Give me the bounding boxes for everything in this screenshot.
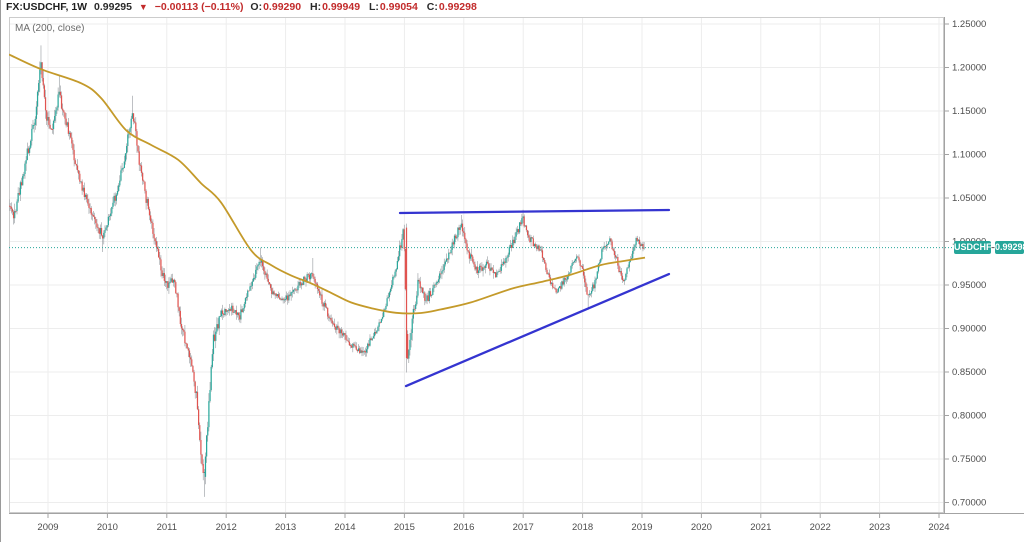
time-axis[interactable]: 2009 2010 2011 2012 2013 2014 2015 2016 2017 2018… xyxy=(37,514,950,533)
svg-text:2009: 2009 xyxy=(37,522,58,533)
svg-text:2019: 2019 xyxy=(631,522,652,533)
current-price-badge: 0.99298 xyxy=(995,241,1024,255)
last-price: 0.99295 xyxy=(94,1,132,13)
close-label: C: xyxy=(426,1,438,13)
svg-text:2013: 2013 xyxy=(275,522,296,533)
svg-text:2021: 2021 xyxy=(750,522,771,533)
svg-text:2022: 2022 xyxy=(810,522,831,533)
low-label: L: xyxy=(368,1,379,13)
svg-text:1.05000: 1.05000 xyxy=(952,193,986,204)
trendline-upper[interactable] xyxy=(398,208,671,215)
svg-text:2020: 2020 xyxy=(691,522,712,533)
svg-text:2023: 2023 xyxy=(869,522,890,533)
svg-text:0.85000: 0.85000 xyxy=(952,367,986,378)
svg-text:2015: 2015 xyxy=(394,522,415,533)
symbol-title[interactable]: FX:USDCHF, 1W xyxy=(6,1,88,13)
price-axis[interactable]: 1.250001.200001.150001.100001.050001.000… xyxy=(945,19,995,508)
candlestick-series xyxy=(9,45,645,497)
open-label: O: xyxy=(250,1,263,13)
svg-text:2011: 2011 xyxy=(157,522,177,533)
svg-text:0.70000: 0.70000 xyxy=(952,497,986,508)
svg-text:0.75000: 0.75000 xyxy=(952,454,986,465)
plot-border xyxy=(9,17,944,513)
svg-text:0.95000: 0.95000 xyxy=(952,280,986,291)
high-label: H: xyxy=(309,1,322,13)
svg-text:1.10000: 1.10000 xyxy=(952,150,986,161)
svg-text:1.20000: 1.20000 xyxy=(952,63,986,74)
symbol-price-badge: USDCHF xyxy=(954,241,992,255)
svg-text:2014: 2014 xyxy=(334,522,355,533)
low-value: 0.99054 xyxy=(379,1,418,13)
high-value: 0.99949 xyxy=(322,1,361,13)
up-candles xyxy=(14,62,645,477)
svg-text:1.15000: 1.15000 xyxy=(952,106,986,117)
ma-line[interactable] xyxy=(9,53,646,315)
svg-text:1.25000: 1.25000 xyxy=(952,19,986,30)
down-candles xyxy=(9,62,644,474)
ma-legend[interactable]: MA (200, close) xyxy=(15,23,85,34)
price-change: −0.00113 (−0.11%) xyxy=(154,1,244,13)
svg-text:2018: 2018 xyxy=(572,522,593,533)
svg-text:2012: 2012 xyxy=(216,522,237,533)
candle-wicks xyxy=(9,45,645,497)
svg-text:2016: 2016 xyxy=(453,522,474,533)
trendline-lower[interactable] xyxy=(404,272,671,388)
down-arrow-icon: ▼ xyxy=(138,2,148,12)
open-value: 0.99290 xyxy=(263,1,302,13)
svg-text:2024: 2024 xyxy=(928,522,949,533)
svg-text:2010: 2010 xyxy=(97,522,118,533)
close-value: 0.99298 xyxy=(438,1,477,13)
svg-text:0.90000: 0.90000 xyxy=(952,324,986,335)
grid-lines xyxy=(9,17,944,513)
svg-text:0.80000: 0.80000 xyxy=(952,410,986,421)
symbol-info-bar: FX:USDCHF, 1W 0.99295 ▼ −0.00113 (−0.11%… xyxy=(1,0,1024,17)
svg-text:2017: 2017 xyxy=(513,522,534,533)
